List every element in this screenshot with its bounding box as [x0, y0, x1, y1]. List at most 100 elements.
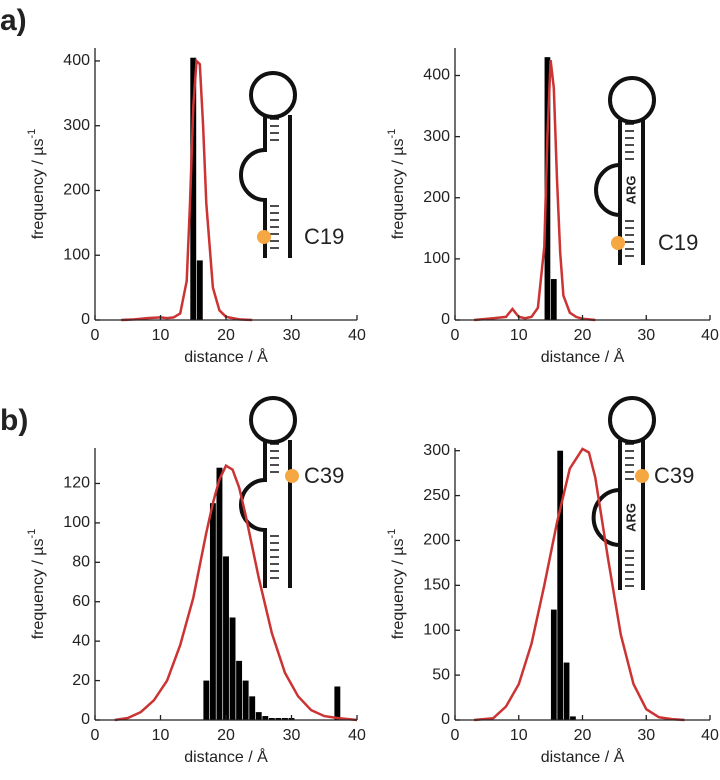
loop	[249, 71, 297, 119]
x-tick-label: 30	[637, 327, 655, 344]
site-label: C39	[304, 463, 344, 488]
y-tick-label: 400	[63, 52, 90, 69]
hairpin-inset	[239, 71, 297, 258]
bar	[242, 680, 249, 720]
y-tick-label: 250	[423, 487, 450, 504]
y-tick-label: 60	[72, 593, 90, 610]
x-tick-label: 10	[152, 327, 170, 344]
x-tick-label: 20	[217, 327, 235, 344]
panel-label: a)	[0, 4, 27, 37]
y-tick-label: 200	[423, 189, 450, 206]
y-axis-label-text: frequency / µs	[390, 138, 407, 239]
panel-label: b)	[0, 404, 28, 437]
bar	[236, 660, 243, 720]
hairpin-inset	[591, 396, 656, 590]
bar	[275, 718, 282, 720]
label-site	[635, 469, 649, 483]
x-tick-label: 10	[510, 327, 528, 344]
y-axis-label-text: frequency / µs	[390, 538, 407, 639]
y-axis-label-superscript: -1	[26, 529, 38, 539]
bar	[262, 716, 269, 720]
bar	[563, 662, 570, 720]
bar	[209, 503, 216, 720]
density-curve	[473, 60, 596, 322]
strand	[239, 440, 267, 588]
y-axis-label: frequency / µs-1	[26, 529, 47, 640]
strand	[239, 115, 267, 258]
x-tick-label: 0	[91, 327, 100, 344]
hairpin-inset	[594, 76, 656, 265]
y-tick-label: 40	[72, 632, 90, 649]
x-axis-label: distance / Å	[184, 347, 268, 366]
bar	[196, 260, 203, 320]
bar	[203, 680, 210, 720]
bar	[282, 718, 288, 720]
x-tick-label: 20	[574, 327, 592, 344]
bar	[550, 609, 557, 720]
x-axis-label: distance / Å	[541, 347, 625, 366]
bar	[334, 686, 341, 720]
y-tick-label: 300	[423, 128, 450, 145]
y-tick-label: 150	[423, 577, 450, 594]
density-curve	[121, 58, 253, 322]
y-tick-label: 20	[72, 672, 90, 689]
x-tick-label: 40	[348, 727, 366, 744]
bar	[229, 617, 236, 720]
y-tick-label: 0	[81, 711, 90, 728]
label-site	[285, 469, 299, 483]
y-tick-label: 120	[63, 475, 90, 492]
x-tick-label: 30	[283, 327, 301, 344]
y-axis-label-superscript: -1	[26, 129, 38, 139]
bulge-label: ARG	[623, 176, 638, 205]
bar	[544, 57, 551, 320]
bar	[268, 718, 275, 720]
loop	[249, 396, 297, 444]
hairpin-inset	[239, 396, 299, 588]
density-curve	[473, 447, 685, 722]
x-axis-label: distance / Å	[184, 747, 268, 766]
x-tick-label: 40	[701, 327, 719, 344]
loop	[608, 76, 656, 124]
bar	[570, 716, 576, 720]
y-axis-label: frequency / µs-1	[386, 529, 407, 640]
y-tick-label: 300	[423, 442, 450, 459]
x-tick-label: 10	[510, 727, 528, 744]
x-tick-label: 30	[283, 727, 301, 744]
y-axis-label-text: frequency / µs	[30, 538, 47, 639]
y-axis-label-text: frequency / µs	[30, 138, 47, 239]
y-tick-label: 0	[441, 711, 450, 728]
site-label: C19	[304, 224, 344, 249]
bar	[249, 696, 256, 720]
y-tick-label: 0	[441, 311, 450, 328]
label-site	[611, 236, 625, 250]
site-label: C19	[658, 230, 698, 255]
loop	[608, 396, 656, 444]
x-tick-label: 0	[451, 727, 460, 744]
y-tick-label: 300	[63, 117, 90, 134]
x-tick-label: 30	[637, 727, 655, 744]
y-tick-label: 80	[72, 554, 90, 571]
label-site	[257, 230, 271, 244]
strand	[594, 120, 622, 265]
bar	[550, 279, 557, 320]
x-tick-label: 20	[574, 727, 592, 744]
y-tick-label: 400	[423, 67, 450, 84]
x-tick-label: 0	[91, 727, 100, 744]
y-axis-label: frequency / µs-1	[386, 129, 407, 240]
x-tick-label: 40	[348, 327, 366, 344]
y-tick-label: 50	[432, 666, 450, 683]
y-tick-label: 100	[423, 621, 450, 638]
y-tick-label: 200	[423, 532, 450, 549]
y-tick-label: 100	[63, 246, 90, 263]
site-label: C39	[654, 463, 694, 488]
strand	[591, 440, 622, 590]
y-tick-label: 100	[63, 514, 90, 531]
bar	[255, 712, 262, 720]
y-axis-label: frequency / µs-1	[26, 129, 47, 240]
x-tick-label: 10	[152, 727, 170, 744]
y-axis-label-superscript: -1	[386, 129, 398, 139]
x-tick-label: 20	[217, 727, 235, 744]
y-tick-label: 100	[423, 250, 450, 267]
y-tick-label: 0	[81, 311, 90, 328]
